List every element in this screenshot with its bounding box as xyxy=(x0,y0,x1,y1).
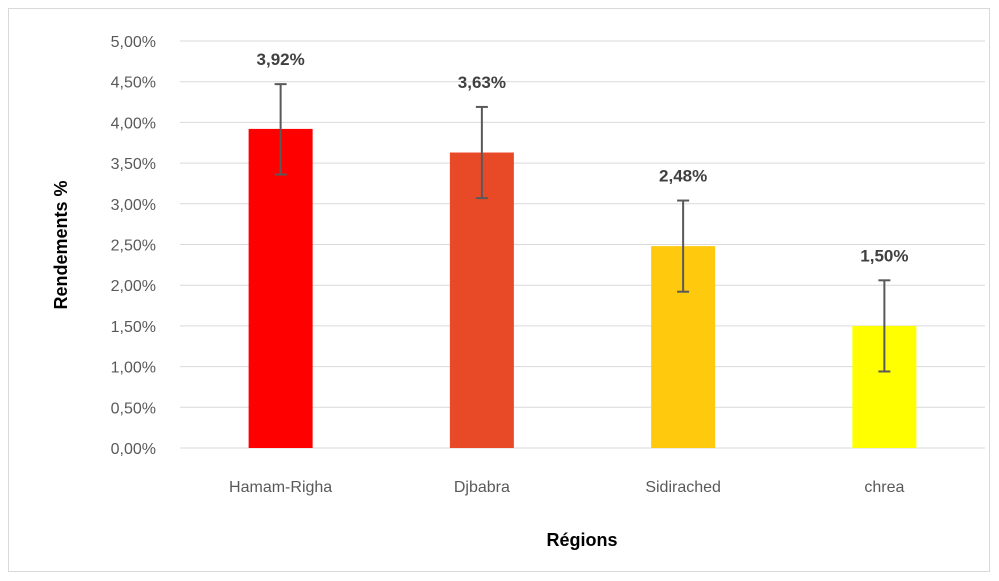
x-axis-title: Régions xyxy=(546,530,617,550)
y-tick-label: 0,00% xyxy=(111,441,156,458)
y-tick-label: 3,00% xyxy=(111,197,156,214)
data-label: 3,92% xyxy=(257,50,305,69)
bar xyxy=(248,128,313,449)
error-bars xyxy=(274,83,891,373)
x-category-label: Djbabra xyxy=(454,479,510,496)
y-tick-label: 1,50% xyxy=(111,319,156,336)
error-bar xyxy=(274,83,287,176)
error-bar xyxy=(677,199,690,293)
y-axis-tick-labels: 0,00% 0,50% 1,00% 1,50% 2,00% 2,50% 3,00% 3,50%… xyxy=(111,34,156,458)
bars xyxy=(248,128,917,449)
bar xyxy=(449,152,514,448)
y-axis-title: Rendements % xyxy=(51,180,71,309)
y-tick-label: 3,50% xyxy=(111,156,156,173)
y-tick-label: 2,00% xyxy=(111,278,156,295)
gridlines xyxy=(180,40,985,449)
data-label: 1,50% xyxy=(860,246,908,265)
data-label: 3,63% xyxy=(458,73,506,92)
error-bar xyxy=(475,105,488,200)
error-bar xyxy=(878,279,891,373)
y-tick-label: 2,50% xyxy=(111,238,156,255)
y-tick-label: 0,50% xyxy=(111,400,156,417)
x-category-label: Hamam-Righa xyxy=(229,479,332,496)
data-labels: 3,92% 3,63% 2,48% 1,50% xyxy=(257,50,909,265)
x-category-label: chrea xyxy=(864,479,904,496)
y-tick-label: 5,00% xyxy=(111,34,156,51)
y-tick-label: 4,50% xyxy=(111,75,156,92)
y-tick-label: 1,00% xyxy=(111,360,156,377)
x-axis-category-labels: Hamam-Righa Djbabra Sidirached chrea xyxy=(229,479,904,496)
y-tick-label: 4,00% xyxy=(111,115,156,132)
x-category-label: Sidirached xyxy=(645,479,721,496)
data-label: 2,48% xyxy=(659,167,707,186)
